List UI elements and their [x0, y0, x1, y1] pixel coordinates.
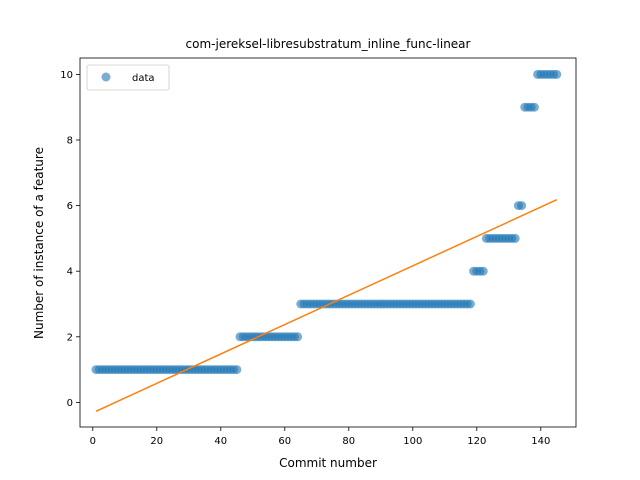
fit-line-layer — [95, 199, 558, 412]
x-tick-label: 80 — [342, 436, 355, 447]
x-tick-label: 140 — [531, 436, 550, 447]
legend-marker — [101, 72, 111, 82]
data-points — [91, 69, 562, 375]
x-axis-ticks: 0 20 40 60 80 100 120 140 — [90, 427, 550, 447]
legend-label: data — [132, 73, 155, 84]
y-axis-label: Number of instance of a feature — [32, 147, 46, 339]
x-tick-label: 40 — [214, 436, 227, 447]
chart-title: com-jereksel-libresubstratum_inline_func… — [186, 37, 471, 51]
y-tick-label: 6 — [67, 201, 73, 212]
data-point — [552, 69, 562, 79]
x-tick-label: 60 — [278, 436, 291, 447]
plot-area — [79, 57, 577, 428]
y-tick-label: 4 — [67, 267, 73, 278]
x-tick-label: 120 — [467, 436, 486, 447]
data-point — [293, 332, 303, 342]
x-tick-label: 20 — [150, 436, 163, 447]
data-point — [517, 201, 527, 211]
legend-box — [86, 64, 170, 91]
x-axis-label: Commit number — [279, 456, 377, 470]
y-tick-label: 2 — [67, 332, 73, 343]
data-point — [232, 365, 242, 375]
data-point — [510, 233, 520, 243]
y-tick-label: 10 — [60, 70, 73, 81]
y-axis-ticks: 0 2 4 6 8 10 — [60, 70, 80, 409]
data-point — [478, 266, 488, 276]
data-point — [529, 102, 539, 112]
x-tick-label: 100 — [403, 436, 422, 447]
data-point — [465, 299, 475, 309]
y-tick-label: 8 — [67, 136, 73, 147]
legend: data — [86, 64, 170, 91]
fit-line — [95, 199, 558, 412]
y-tick-label: 0 — [67, 398, 73, 409]
x-tick-label: 0 — [90, 436, 96, 447]
